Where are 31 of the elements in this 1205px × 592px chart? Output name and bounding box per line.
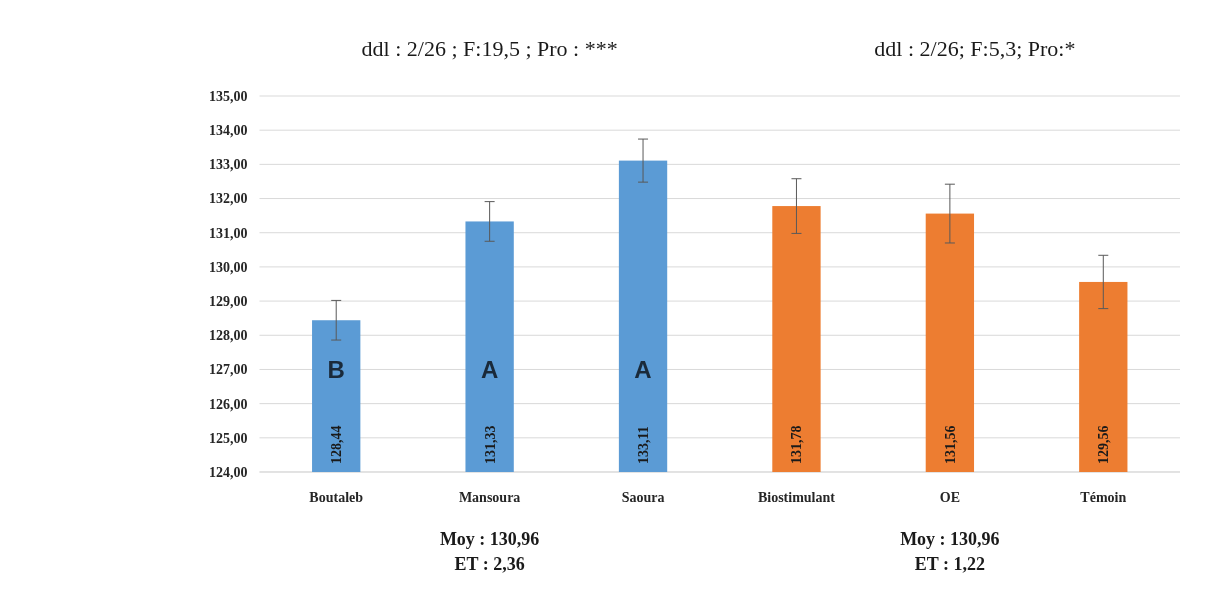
y-tick-label: 134,00 xyxy=(209,123,248,139)
annotation: A xyxy=(480,356,499,384)
text: Moy : 130,96 ET : 1,22 xyxy=(900,529,1000,574)
data-label: 131,33 xyxy=(482,425,498,464)
annotation: A xyxy=(634,356,652,384)
y-tick-label: 128,00 xyxy=(209,328,248,344)
y-tick-label: 129,00 xyxy=(209,293,248,309)
data-label: 131,56 xyxy=(942,425,958,464)
x-tick-label: Témoin xyxy=(1080,490,1127,505)
y-tick-label: 132,00 xyxy=(209,191,248,207)
x-tick-label: Saoura xyxy=(621,490,665,505)
y-tick-label: 135,00 xyxy=(209,88,248,104)
y-tick-label: 126,00 xyxy=(209,396,248,412)
data-label: 131,78 xyxy=(789,425,805,464)
y-tick-label: 131,00 xyxy=(209,225,248,241)
text: ddl : 2/26 ; F:19,5 ; Pro : *** xyxy=(361,36,618,61)
text: Moy : 130,96 ET : 2,36 xyxy=(439,529,540,574)
x-tick-label: Boutaleb xyxy=(309,490,364,505)
y-tick-label: 125,00 xyxy=(209,430,248,446)
x-tick-label: OE xyxy=(939,490,960,505)
annotation: B xyxy=(327,356,345,384)
y-tick-label: 124,00 xyxy=(209,464,248,480)
y-tick-label: 133,00 xyxy=(209,157,248,173)
data-label: 133,11 xyxy=(635,426,651,464)
data-label: 129,56 xyxy=(1096,425,1112,464)
data-label: 128,44 xyxy=(329,425,345,464)
x-tick-label: Biostimulant xyxy=(757,490,836,505)
x-tick-label: Mansoura xyxy=(458,490,521,505)
y-tick-label: 130,00 xyxy=(209,259,248,275)
text: ddl : 2/26; F:5,3; Pro:* xyxy=(874,36,1076,61)
y-tick-label: 127,00 xyxy=(209,362,248,378)
